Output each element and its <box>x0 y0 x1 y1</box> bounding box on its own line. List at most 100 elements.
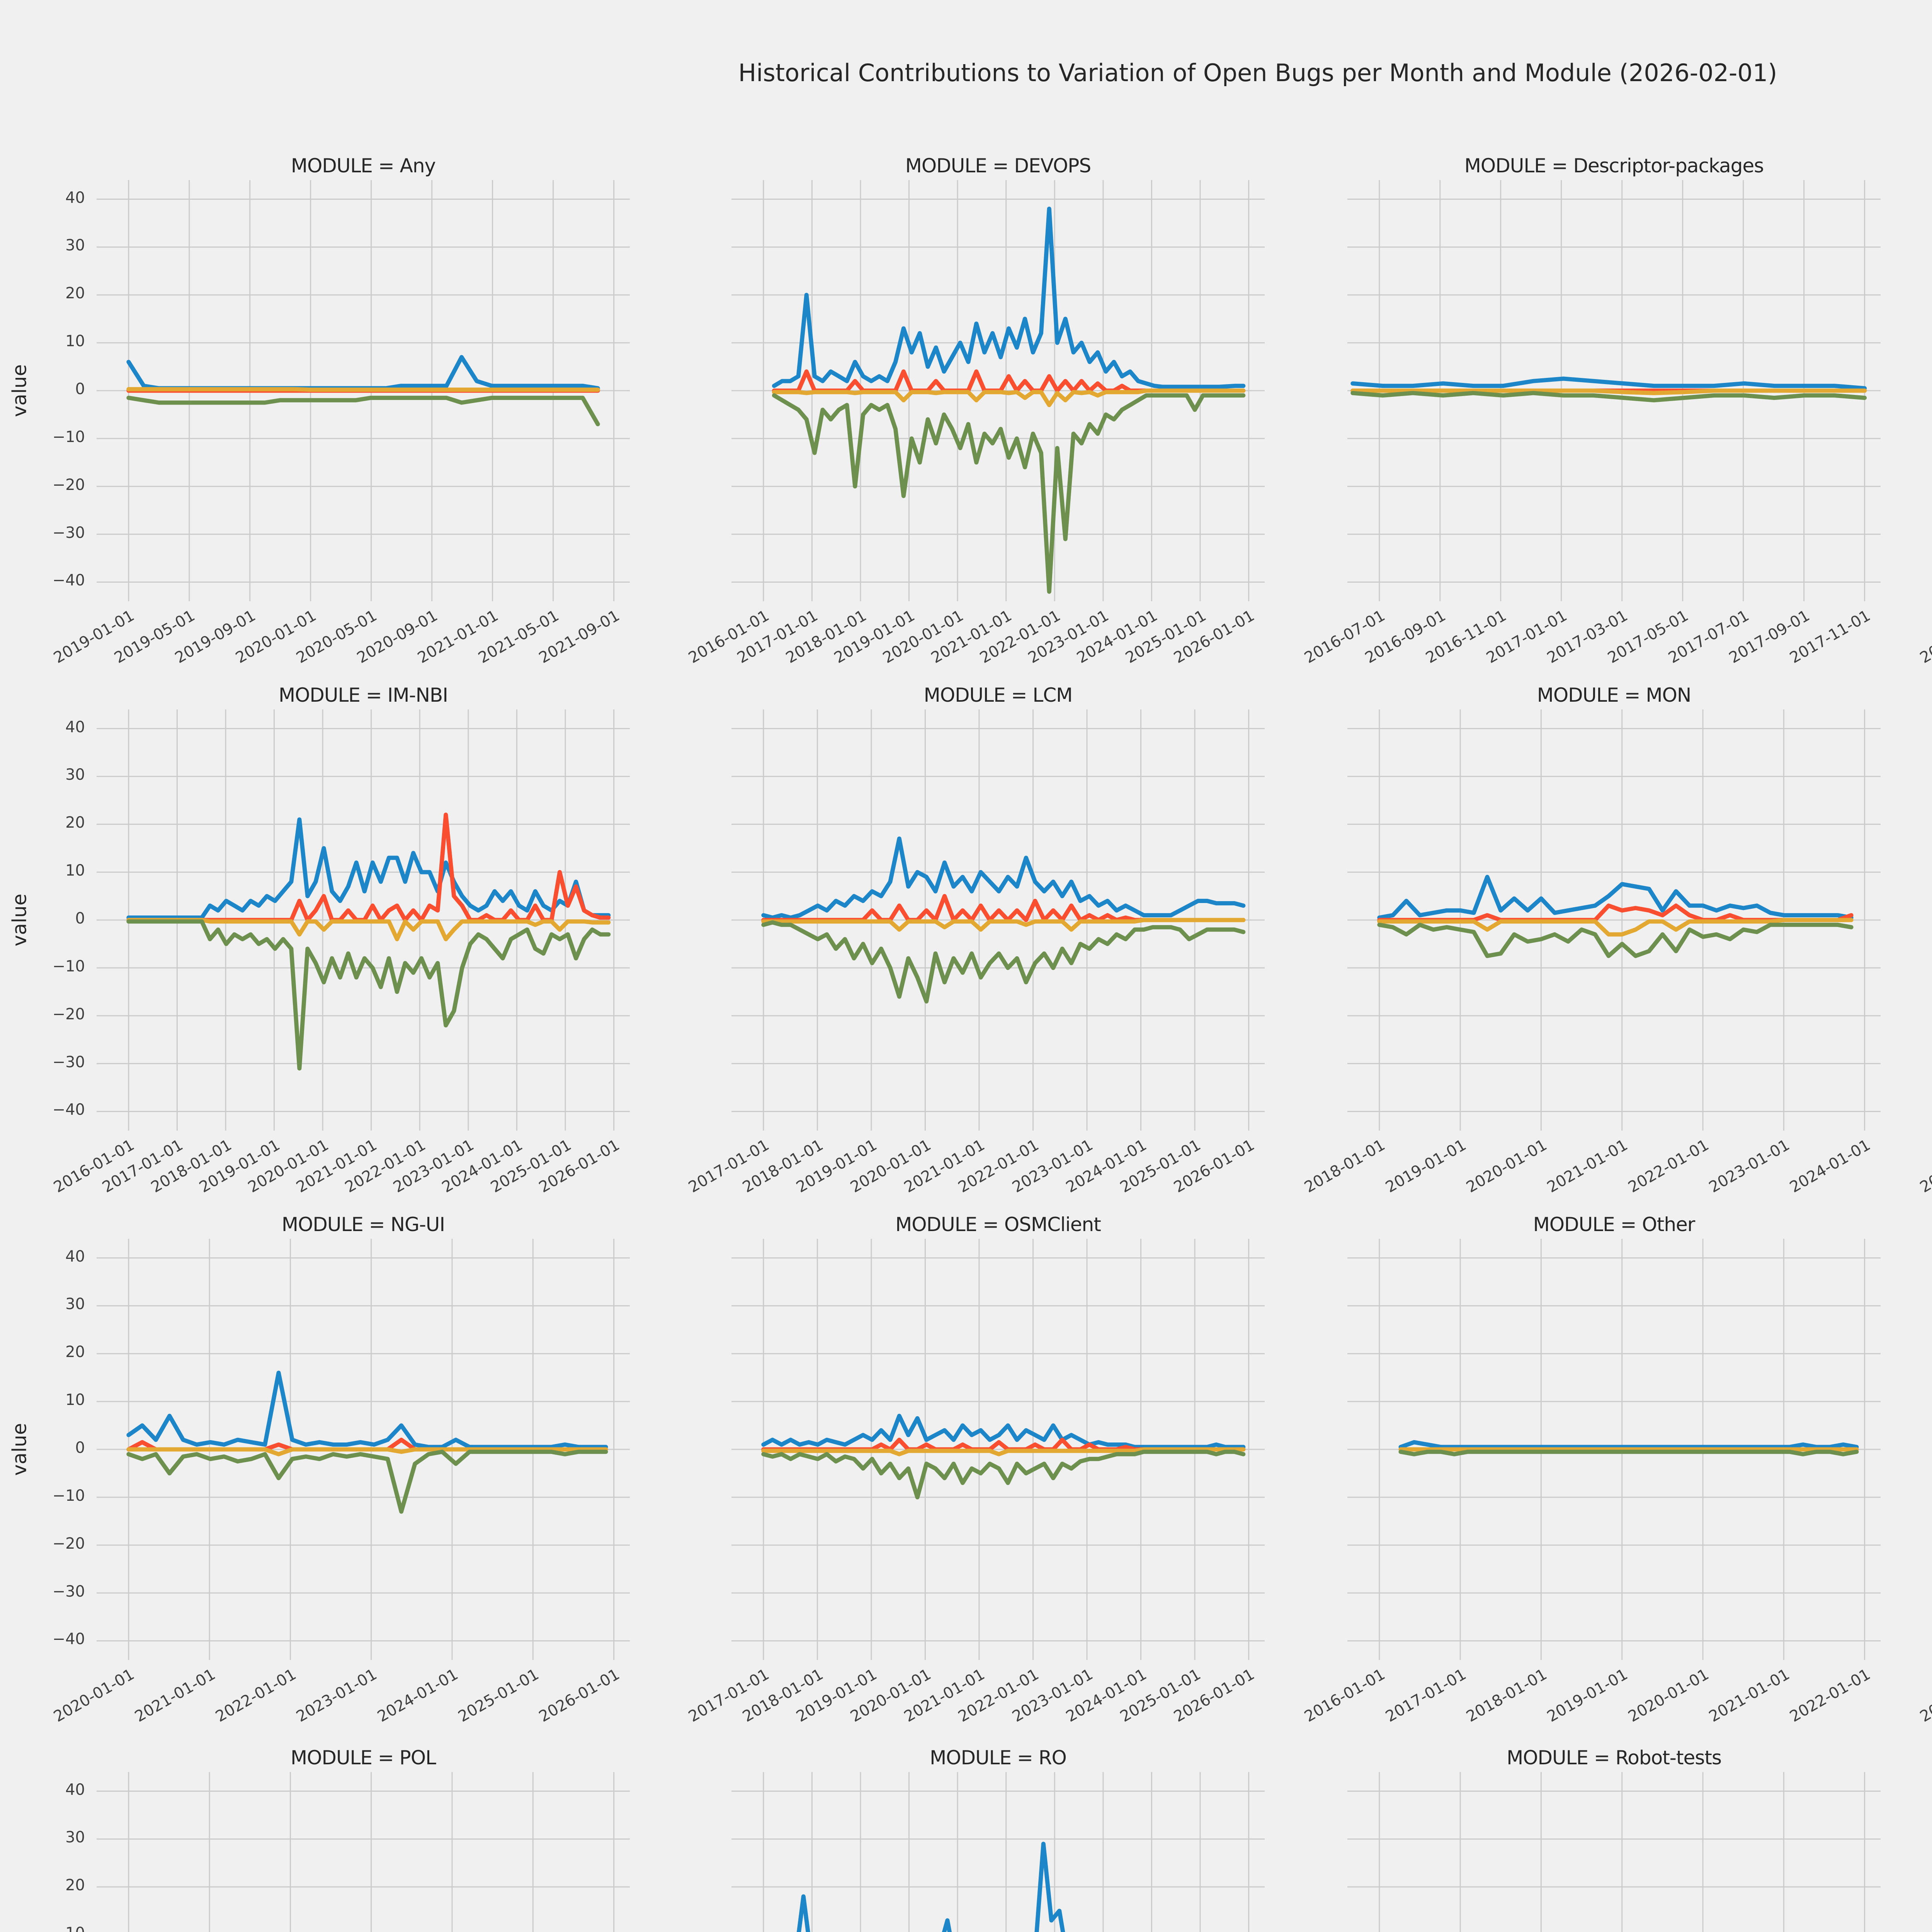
series-line-closed <box>126 1449 608 1514</box>
x-tick-label: 2021-01-01 <box>1706 1665 1793 1726</box>
x-tick-label: 2024-01-01 <box>374 1665 461 1726</box>
series-line-false_closed <box>761 918 1246 932</box>
plot-area <box>1347 1772 1881 1932</box>
facet-title: MODULE = RO <box>930 1747 1067 1769</box>
x-tick-label: 2026-01-01 <box>536 1665 623 1726</box>
facet-any: MODULE = Any 2019-01-01 2019-05-01 2019-09-… <box>8 155 630 667</box>
facet-title: MODULE = LCM <box>923 684 1073 706</box>
facet-lcm: MODULE = LCM 2017-01-01 2018-01-01 2019-01-… <box>685 684 1265 1196</box>
x-tick-label: 2021-01-01 <box>1544 1136 1631 1197</box>
x-tick-label: 2023-01-01 <box>293 1665 380 1726</box>
y-tick-label: −20 <box>52 1534 85 1553</box>
y-tick-label: 0 <box>75 380 85 398</box>
series-line-false_closed <box>126 918 611 941</box>
facet-im-nbi: MODULE = IM-NBI 2016-01-01 2017-01-01 2018-… <box>8 684 630 1196</box>
x-tick-label: 2020-01-01 <box>1625 1665 1712 1726</box>
series-line-closed <box>126 919 611 1071</box>
plot-area <box>731 1772 1265 1932</box>
plot-area <box>97 1239 630 1660</box>
facet-title: MODULE = Robot-tests <box>1507 1747 1722 1769</box>
y-tick-label: 10 <box>65 332 85 350</box>
y-tick-label: 30 <box>65 1828 85 1847</box>
series-line-opened <box>126 1371 608 1449</box>
facet-mon: MODULE = MON 2018-01-01 2019-01-01 2020-01-… <box>1301 684 1881 1196</box>
x-tick-label: 2020-07-01 <box>1917 1665 1932 1726</box>
plot-area <box>731 1239 1265 1660</box>
x-tick-label: 2016-01-01 <box>1301 1665 1388 1726</box>
y-tick-label: −10 <box>52 957 85 975</box>
y-tick-label: −20 <box>52 1005 85 1023</box>
y-tick-label: 20 <box>65 284 85 303</box>
series-line-opened <box>1377 875 1854 920</box>
facet-title: MODULE = OSMClient <box>895 1213 1101 1236</box>
y-tick-label: 0 <box>75 1439 85 1457</box>
plot-area <box>731 180 1265 601</box>
plot-area <box>731 709 1265 1131</box>
y-tick-label: 20 <box>65 814 85 832</box>
series-line-opened <box>1350 376 1867 391</box>
series-line-opened <box>796 1842 1065 1932</box>
series-line-opened <box>1398 1440 1859 1449</box>
y-tick-label: 10 <box>14 1924 85 1932</box>
plot-area <box>1347 709 1881 1131</box>
x-tick-label: 2017-01-01 <box>1382 1665 1469 1726</box>
series-line-closed <box>761 1449 1246 1500</box>
series-line-closed <box>772 393 1246 594</box>
series-line-reopened <box>126 813 611 922</box>
figure-title: Historical Contributions to Variation of… <box>738 59 1777 87</box>
y-tick-label: 10 <box>65 862 85 880</box>
y-tick-label: −30 <box>52 1582 85 1600</box>
facet-title: MODULE = POL <box>290 1747 436 1769</box>
facet-title: MODULE = Any <box>291 155 436 177</box>
plot-area <box>97 1772 630 1932</box>
y-tick-label: 0 <box>75 910 85 927</box>
y-tick-label: 20 <box>65 1876 85 1895</box>
y-tick-label: −40 <box>52 1101 85 1119</box>
x-tick-label: 2020-01-01 <box>1463 1136 1550 1197</box>
y-tick-label: −30 <box>52 1053 85 1071</box>
facet-title: MODULE = NG-UI <box>281 1213 445 1236</box>
x-tick-label: 2016-01-01 <box>1917 607 1932 667</box>
y-axis-label: value <box>8 364 31 417</box>
facet-pol: MODULE = POL2018-01-012019-01-012020-01-… <box>65 1747 630 1932</box>
series-line-false_closed <box>772 388 1246 407</box>
y-tick-label: −40 <box>52 1630 85 1648</box>
x-tick-label: 2024-01-01 <box>1787 1136 1874 1197</box>
series-line-opened <box>761 836 1246 920</box>
y-tick-label: 10 <box>65 1391 85 1409</box>
facet-ro: MODULE = RO2016-01-012017-01-012018-01-0… <box>731 1747 1265 1932</box>
facet-osmclient: MODULE = OSMClient 2017-01-01 2018-01-01 20… <box>685 1213 1265 1726</box>
plot-area <box>97 180 630 601</box>
series-line-closed <box>1377 922 1854 958</box>
facet-title: MODULE = Other <box>1533 1213 1696 1236</box>
series-line-opened <box>126 355 600 391</box>
y-tick-label: −20 <box>52 476 85 494</box>
y-tick-label: 40 <box>65 1247 85 1265</box>
plot-area <box>1347 180 1881 601</box>
x-tick-label: 2016-01-01 <box>1917 1136 1932 1197</box>
series-line-opened <box>772 206 1246 389</box>
facet-title: MODULE = DEVOPS <box>905 155 1091 177</box>
y-axis-label: value <box>8 1423 31 1476</box>
facet-descriptor-packages: MODULE = Descriptor-packages 2016-07-01 20… <box>1301 155 1881 667</box>
facet-ng-ui: MODULE = NG-UI 2020-01-01 2021-01-01 2022-0… <box>8 1213 630 1726</box>
series-line-closed <box>126 396 600 427</box>
x-tick-label: 2019-01-01 <box>1382 1136 1469 1197</box>
y-tick-label: −10 <box>52 428 85 446</box>
facet-robot-tests: MODULE = Robot-tests2020-01-012021-01-01… <box>1347 1747 1881 1932</box>
x-tick-label: 2018-01-01 <box>1301 1136 1388 1197</box>
series-line-closed <box>1398 1449 1859 1456</box>
x-tick-label: 2022-01-01 <box>1787 1665 1874 1726</box>
series-line-opened <box>761 1413 1246 1449</box>
y-tick-label: 40 <box>65 189 85 207</box>
x-tick-label: 2019-01-01 <box>1544 1665 1631 1726</box>
x-tick-label: 2018-01-01 <box>1463 1665 1550 1726</box>
x-tick-label: 2022-01-01 <box>213 1665 299 1726</box>
y-tick-label: 40 <box>65 718 85 736</box>
x-tick-label: 2022-01-01 <box>1625 1136 1712 1197</box>
y-axis-label: value <box>8 893 31 947</box>
x-tick-label: 2023-01-01 <box>1706 1136 1793 1197</box>
facet-title: MODULE = MON <box>1537 684 1692 706</box>
y-tick-label: 40 <box>65 1781 85 1799</box>
